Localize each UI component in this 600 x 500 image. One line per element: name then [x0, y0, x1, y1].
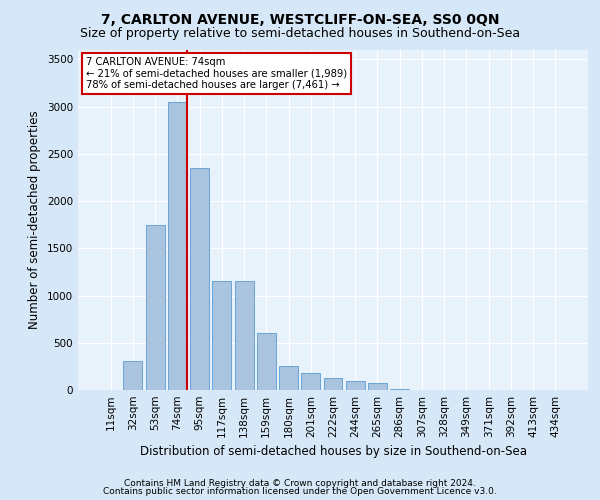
Bar [301, 374, 320, 390]
X-axis label: Distribution of semi-detached houses by size in Southend-on-Sea: Distribution of semi-detached houses by … [139, 446, 527, 458]
Bar [146, 224, 164, 390]
Bar [390, 389, 409, 390]
Bar [190, 168, 209, 390]
Bar [168, 102, 187, 390]
Text: 7, CARLTON AVENUE, WESTCLIFF-ON-SEA, SS0 0QN: 7, CARLTON AVENUE, WESTCLIFF-ON-SEA, SS0… [101, 12, 499, 26]
Bar [212, 282, 231, 390]
Bar [279, 366, 298, 390]
Text: 7 CARLTON AVENUE: 74sqm
← 21% of semi-detached houses are smaller (1,989)
78% of: 7 CARLTON AVENUE: 74sqm ← 21% of semi-de… [86, 57, 347, 90]
Bar [124, 361, 142, 390]
Text: Contains public sector information licensed under the Open Government Licence v3: Contains public sector information licen… [103, 487, 497, 496]
Y-axis label: Number of semi-detached properties: Number of semi-detached properties [28, 110, 41, 330]
Text: Contains HM Land Registry data © Crown copyright and database right 2024.: Contains HM Land Registry data © Crown c… [124, 478, 476, 488]
Bar [323, 378, 343, 390]
Bar [257, 334, 276, 390]
Text: Size of property relative to semi-detached houses in Southend-on-Sea: Size of property relative to semi-detach… [80, 28, 520, 40]
Bar [368, 383, 387, 390]
Bar [346, 380, 365, 390]
Bar [235, 282, 254, 390]
